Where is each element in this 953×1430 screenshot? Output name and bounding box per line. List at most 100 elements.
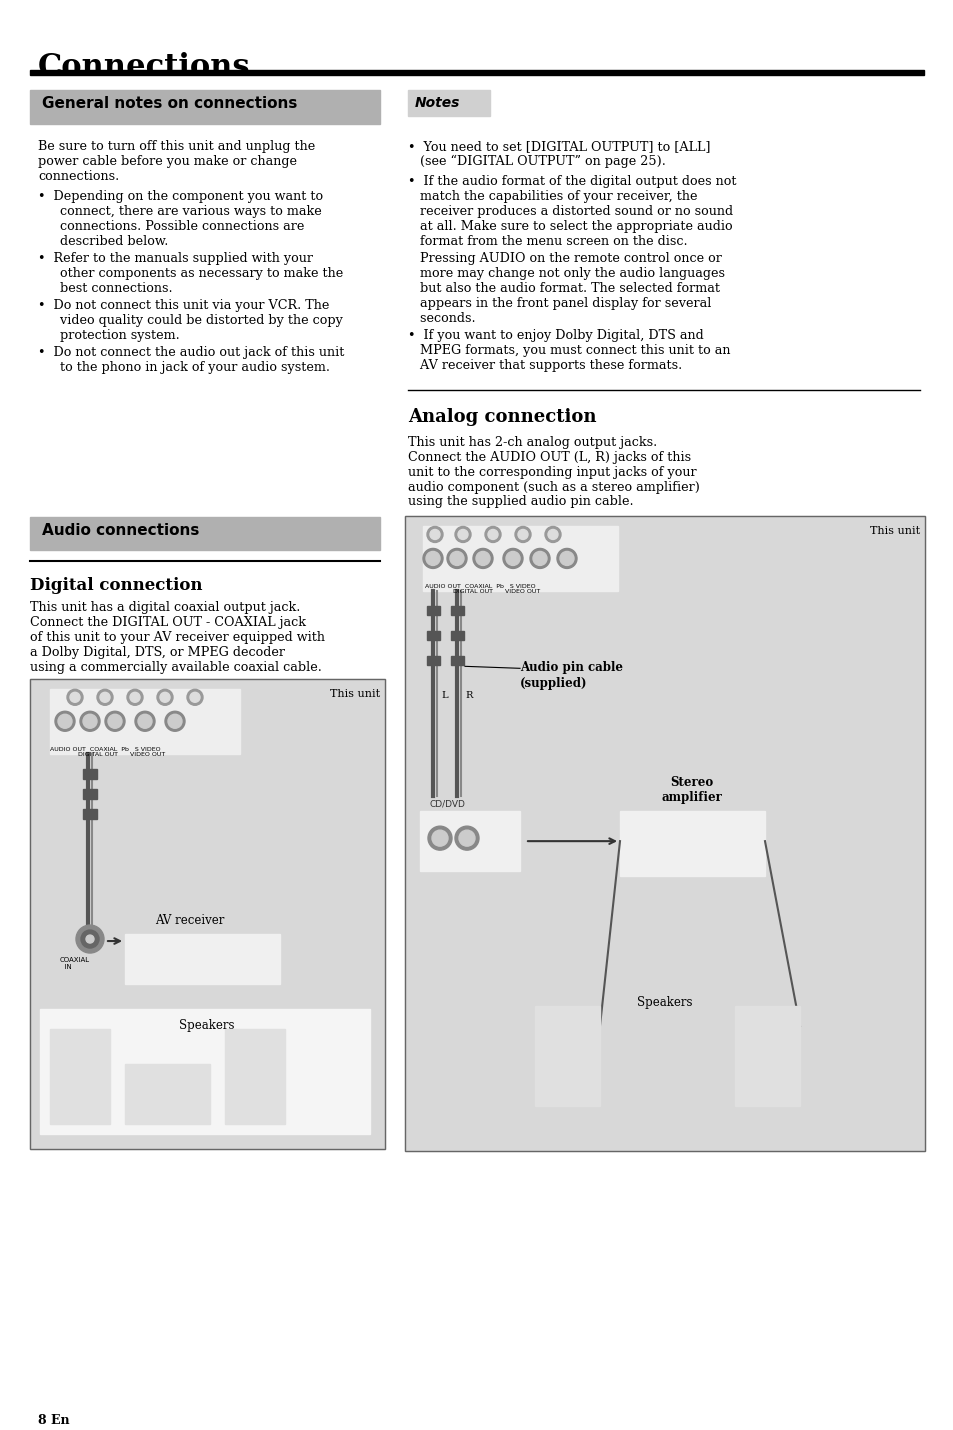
Bar [125,934,280,984]
Bar [83,789,97,799]
Text: AUDIO OUT  COAXIAL  Pb   S VIDEO: AUDIO OUT COAXIAL Pb S VIDEO [424,585,535,589]
Text: Stereo: Stereo [670,776,713,789]
Circle shape [430,529,439,539]
Text: seconds.: seconds. [408,312,476,325]
Text: video quality could be distorted by the copy: video quality could be distorted by the … [48,313,342,326]
Circle shape [76,925,104,952]
Text: Digital connection: Digital connection [30,578,202,595]
Text: AUDIO OUT  COAXIAL  Pb   S VIDEO: AUDIO OUT COAXIAL Pb S VIDEO [50,748,160,752]
Text: Audio pin cable: Audio pin cable [519,661,622,675]
Text: more may change not only the audio languages: more may change not only the audio langu… [408,267,724,280]
Circle shape [473,549,493,568]
Text: format from the menu screen on the disc.: format from the menu screen on the disc. [408,235,687,247]
Circle shape [168,714,182,728]
Bar [50,1030,110,1124]
Circle shape [428,827,452,851]
Text: described below.: described below. [48,235,168,247]
Circle shape [455,827,478,851]
Text: CD/DVD: CD/DVD [430,799,465,808]
Text: best connections.: best connections. [48,282,172,295]
Circle shape [502,549,522,568]
Text: match the capabilities of your receiver, the: match the capabilities of your receiver,… [408,190,697,203]
Circle shape [515,526,531,542]
Circle shape [127,689,143,705]
Circle shape [530,549,550,568]
Bar [40,1010,370,1134]
Circle shape [533,552,546,565]
Circle shape [160,692,170,702]
Text: General notes on connections: General notes on connections [42,96,297,112]
Text: unit to the corresponding input jacks of your: unit to the corresponding input jacks of… [408,466,696,479]
Bar [451,606,463,615]
Text: •  Depending on the component you want to: • Depending on the component you want to [38,190,323,203]
Circle shape [557,549,577,568]
Circle shape [86,935,94,942]
Circle shape [100,692,110,702]
Text: This unit: This unit [869,526,919,536]
Bar [734,1005,800,1105]
Text: protection system.: protection system. [48,329,179,342]
Circle shape [505,552,519,565]
Circle shape [105,711,125,731]
Circle shape [484,526,500,542]
Text: 8 En: 8 En [38,1414,70,1427]
Text: L: L [440,691,447,701]
Bar [405,516,924,1151]
Bar [422,526,618,592]
Text: •  Do not connect the audio out jack of this unit: • Do not connect the audio out jack of t… [38,346,344,359]
Bar [427,632,439,641]
Circle shape [58,714,71,728]
Circle shape [130,692,140,702]
Circle shape [157,689,172,705]
Text: connections.: connections. [38,170,119,183]
Bar [408,90,490,116]
Bar [451,656,463,665]
Circle shape [544,526,560,542]
Text: •  If you want to enjoy Dolby Digital, DTS and: • If you want to enjoy Dolby Digital, DT… [408,329,703,342]
Text: power cable before you make or change: power cable before you make or change [38,154,296,167]
Text: Speakers: Speakers [637,995,692,1010]
Bar [125,1064,210,1124]
Circle shape [517,529,527,539]
Text: connections. Possible connections are: connections. Possible connections are [48,220,304,233]
Text: connect, there are various ways to make: connect, there are various ways to make [48,204,321,217]
Bar [83,809,97,819]
Circle shape [488,529,497,539]
Circle shape [432,831,448,847]
Text: of this unit to your AV receiver equipped with: of this unit to your AV receiver equippe… [30,632,325,645]
Bar [30,70,923,74]
Circle shape [447,549,467,568]
Text: receiver produces a distorted sound or no sound: receiver produces a distorted sound or n… [408,204,732,217]
Bar [30,679,385,1148]
Text: audio component (such as a stereo amplifier): audio component (such as a stereo amplif… [408,480,700,493]
Bar [427,606,439,615]
Text: This unit has a digital coaxial output jack.: This unit has a digital coaxial output j… [30,602,300,615]
Bar [535,1005,599,1105]
Circle shape [190,692,200,702]
Circle shape [135,711,154,731]
Text: Be sure to turn off this unit and unplug the: Be sure to turn off this unit and unplug… [38,140,314,153]
Text: Audio connections: Audio connections [42,523,199,539]
Circle shape [458,831,475,847]
Bar [427,656,439,665]
Text: •  Refer to the manuals supplied with your: • Refer to the manuals supplied with you… [38,252,313,265]
Circle shape [422,549,442,568]
Circle shape [81,930,99,948]
Text: Connect the AUDIO OUT (L, R) jacks of this: Connect the AUDIO OUT (L, R) jacks of th… [408,450,690,463]
Text: This unit: This unit [330,689,379,699]
Text: to the phono in jack of your audio system.: to the phono in jack of your audio syste… [48,360,330,373]
Text: •  Do not connect this unit via your VCR. The: • Do not connect this unit via your VCR.… [38,299,329,312]
Bar [451,632,463,641]
Circle shape [70,692,80,702]
Text: Notes: Notes [415,96,460,110]
Text: but also the audio format. The selected format: but also the audio format. The selected … [408,282,720,295]
Bar [83,769,97,779]
Bar [30,90,379,124]
Circle shape [559,552,574,565]
Circle shape [138,714,152,728]
Text: AV receiver: AV receiver [154,914,224,927]
Bar [225,1030,285,1124]
Circle shape [83,714,97,728]
Text: using the supplied audio pin cable.: using the supplied audio pin cable. [408,496,633,509]
Text: AV receiver that supports these formats.: AV receiver that supports these formats. [408,359,681,372]
